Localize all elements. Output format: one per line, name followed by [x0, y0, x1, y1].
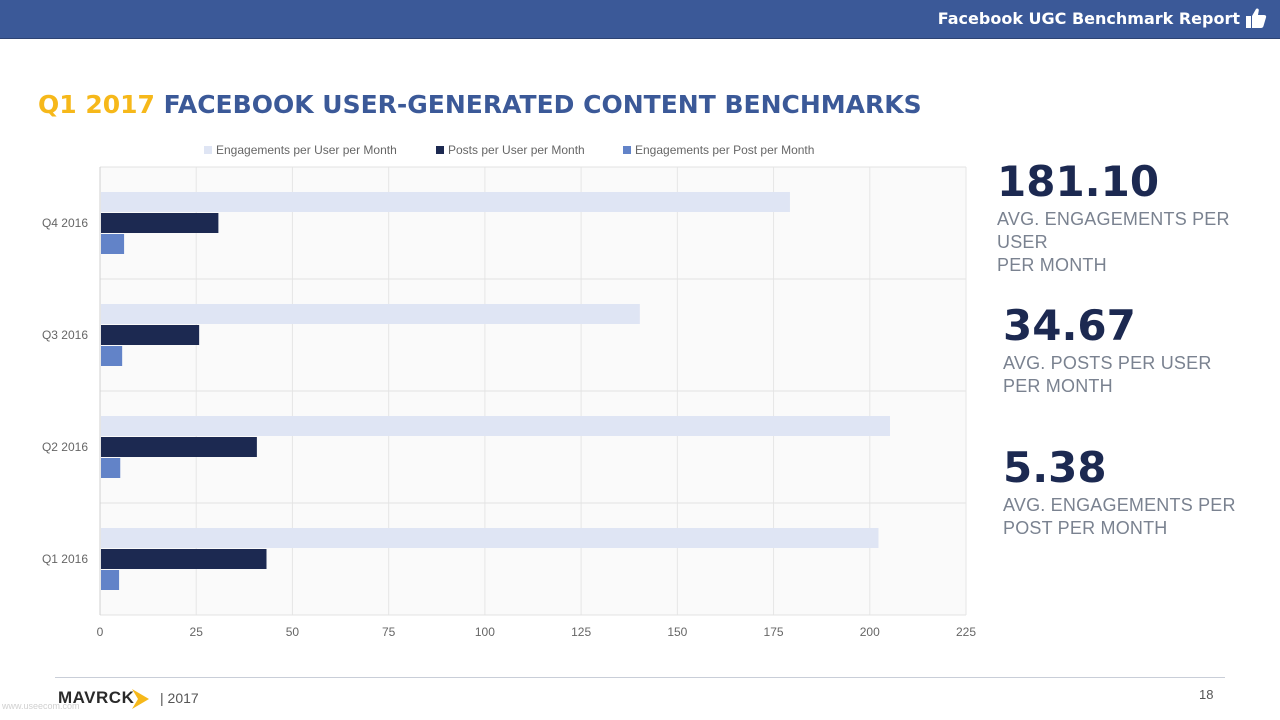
- legend-item-engagements-per-post: Engagements per Post per Month: [623, 143, 814, 157]
- legend-item-posts-per-user: Posts per User per Month: [436, 143, 585, 157]
- bar-posts-per-user: [101, 437, 257, 457]
- x-tick-label: 200: [860, 625, 880, 639]
- stat-label-line: PER MONTH: [1003, 376, 1113, 396]
- x-tick-label: 150: [667, 625, 687, 639]
- bar-posts-per-user: [101, 549, 267, 569]
- stat-engagements-per-post: 5.38 AVG. ENGAGEMENTS PER POST PER MONTH: [1003, 446, 1236, 540]
- y-tick-label: Q1 2016: [42, 552, 88, 566]
- page-number: 18: [1199, 687, 1214, 702]
- page-title: Q1 2017 FACEBOOK USER-GENERATED CONTENT …: [38, 90, 922, 119]
- brand-logo: MAVRCK: [58, 688, 135, 707]
- bar-engagements-per-post: [101, 234, 125, 254]
- bar-posts-per-user: [101, 213, 219, 233]
- stat-label-line: POST PER MONTH: [1003, 518, 1168, 538]
- x-tick-label: 25: [190, 625, 204, 639]
- thumbs-up-icon: [1246, 8, 1267, 28]
- report-title: Facebook UGC Benchmark Report: [937, 9, 1240, 28]
- legend-label: Engagements per Post per Month: [635, 143, 815, 157]
- page-title-year: Q1 2017: [38, 90, 155, 119]
- stat-posts-per-user: 34.67 AVG. POSTS PER USER PER MONTH: [1003, 304, 1212, 398]
- stat-label: AVG. ENGAGEMENTS PER USER PER MONTH: [997, 208, 1280, 277]
- legend-label: Posts per User per Month: [448, 143, 585, 157]
- y-tick-label: Q4 2016: [42, 216, 88, 230]
- x-tick-label: 75: [382, 625, 396, 639]
- bar-posts-per-user: [101, 325, 200, 345]
- x-tick-label: 125: [571, 625, 591, 639]
- stat-engagements-per-user: 181.10 AVG. ENGAGEMENTS PER USER PER MON…: [997, 160, 1280, 277]
- bar-engagements-per-user: [101, 304, 640, 324]
- footer-year: | 2017: [160, 690, 199, 706]
- x-tick-label: 0: [97, 625, 104, 639]
- stat-label-line: AVG. ENGAGEMENTS PER: [1003, 495, 1236, 515]
- stat-label: AVG. ENGAGEMENTS PER POST PER MONTH: [1003, 494, 1236, 540]
- stat-label-line: PER MONTH: [997, 255, 1107, 275]
- stat-value: 5.38: [1003, 443, 1107, 492]
- bar-engagements-per-user: [101, 192, 790, 212]
- stat-label: AVG. POSTS PER USER PER MONTH: [1003, 352, 1212, 398]
- footer-divider: [55, 677, 1225, 678]
- stat-label-line: AVG. ENGAGEMENTS PER USER: [997, 209, 1230, 252]
- bar-engagements-per-user: [101, 528, 879, 548]
- bar-engagements-per-post: [101, 458, 121, 478]
- header-bar: Facebook UGC Benchmark Report: [0, 0, 1280, 39]
- page-title-text: FACEBOOK USER-GENERATED CONTENT BENCHMAR…: [163, 90, 922, 119]
- bar-chart: Q4 2016 Q3 2016 Q2 2016 Q1 2016 0 25 50 75 100 12…: [42, 166, 976, 639]
- y-tick-label: Q2 2016: [42, 440, 88, 454]
- stat-value: 181.10: [997, 157, 1160, 206]
- brand-arrow-icon: [132, 689, 149, 709]
- legend-item-engagements-per-user: Engagements per User per Month: [204, 143, 397, 157]
- legend-swatch: [623, 146, 631, 154]
- x-tick-label: 100: [475, 625, 495, 639]
- legend-label: Engagements per User per Month: [216, 143, 397, 157]
- chart-legend: Engagements per User per Month Posts per…: [0, 143, 1030, 161]
- stat-label-line: AVG. POSTS PER USER: [1003, 353, 1212, 373]
- bar-engagements-per-user: [101, 416, 891, 436]
- legend-swatch: [204, 146, 212, 154]
- x-tick-label: 225: [956, 625, 976, 639]
- x-tick-label: 175: [764, 625, 784, 639]
- bar-engagements-per-post: [101, 570, 120, 590]
- watermark: www.useecom.com: [2, 701, 80, 711]
- x-tick-label: 50: [286, 625, 300, 639]
- stat-value: 34.67: [1003, 301, 1136, 350]
- y-tick-label: Q3 2016: [42, 328, 88, 342]
- legend-swatch: [436, 146, 444, 154]
- bar-engagements-per-post: [101, 346, 123, 366]
